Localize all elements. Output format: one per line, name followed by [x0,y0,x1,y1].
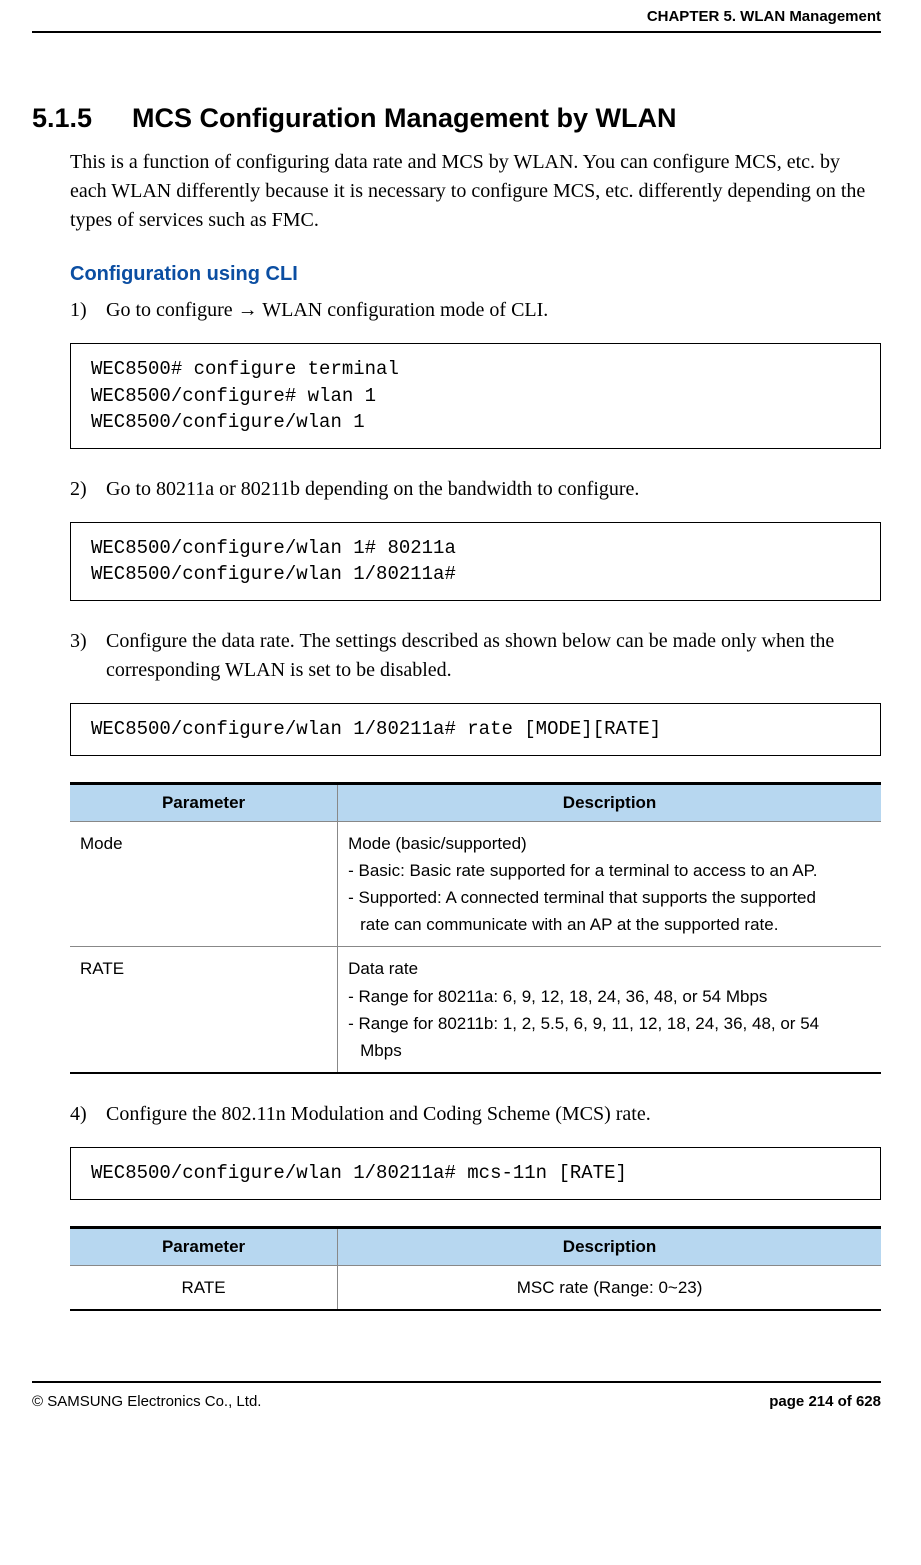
step-3-text: Configure the data rate. The settings de… [106,627,881,685]
table1-r2-d3: - Range for 80211b: 1, 2, 5.5, 6, 9, 11,… [348,1010,871,1037]
step-2: 2) Go to 80211a or 80211b depending on t… [70,475,881,504]
step-1-text: Go to configure → WLAN configuration mod… [106,296,881,325]
table1-r1-d3b: rate can communicate with an AP at the s… [348,911,871,938]
section-number: 5.1.5 [32,103,132,134]
parameter-table-2: Parameter Description RATE MSC rate (Ran… [70,1226,881,1311]
step-4-number: 4) [70,1100,106,1129]
code-block-2: WEC8500/configure/wlan 1# 80211a WEC8500… [70,522,881,601]
parameter-table-1: Parameter Description Mode Mode (basic/s… [70,782,881,1075]
table1-r1-d1: Mode (basic/supported) [348,830,871,857]
table1-r2-d3b: Mbps [348,1037,871,1064]
step-1-number: 1) [70,296,106,325]
step-2-text: Go to 80211a or 80211b depending on the … [106,475,881,504]
table2-r1-param: RATE [70,1265,338,1310]
code-block-4: WEC8500/configure/wlan 1/80211a# mcs-11n… [70,1147,881,1200]
subheading-config-cli: Configuration using CLI [70,263,881,286]
step-1: 1) Go to configure → WLAN configuration … [70,296,881,325]
table-row: Mode Mode (basic/supported) - Basic: Bas… [70,821,881,947]
table1-r2-desc: Data rate - Range for 80211a: 6, 9, 12, … [338,947,881,1073]
footer-copyright: © SAMSUNG Electronics Co., Ltd. [32,1393,261,1410]
table1-r1-d3: - Supported: A connected terminal that s… [348,884,871,911]
table1-r1-desc: Mode (basic/supported) - Basic: Basic ra… [338,821,881,947]
table1-r2-d2: - Range for 80211a: 6, 9, 12, 18, 24, 36… [348,983,871,1010]
step-4-text: Configure the 802.11n Modulation and Cod… [106,1100,881,1129]
table-row: RATE Data rate - Range for 80211a: 6, 9,… [70,947,881,1073]
table2-header-parameter: Parameter [70,1227,338,1265]
step-3-number: 3) [70,627,106,685]
table1-r2-d1: Data rate [348,955,871,982]
step-3: 3) Configure the data rate. The settings… [70,627,881,685]
table1-header-description: Description [338,783,881,821]
table-row: RATE MSC rate (Range: 0~23) [70,1265,881,1310]
step-2-number: 2) [70,475,106,504]
table1-r1-d2: - Basic: Basic rate supported for a term… [348,857,871,884]
code-block-1: WEC8500# configure terminal WEC8500/conf… [70,343,881,449]
footer-page-number: page 214 of 628 [769,1393,881,1410]
table2-r1-desc: MSC rate (Range: 0~23) [338,1265,881,1310]
section-title: MCS Configuration Management by WLAN [132,103,676,134]
intro-paragraph: This is a function of configuring data r… [70,148,881,235]
step-4: 4) Configure the 802.11n Modulation and … [70,1100,881,1129]
table1-r2-param: RATE [70,947,338,1073]
table1-header-parameter: Parameter [70,783,338,821]
table1-r1-param: Mode [70,821,338,947]
table2-header-description: Description [338,1227,881,1265]
chapter-header: CHAPTER 5. WLAN Management [32,0,881,33]
code-block-3: WEC8500/configure/wlan 1/80211a# rate [M… [70,703,881,756]
